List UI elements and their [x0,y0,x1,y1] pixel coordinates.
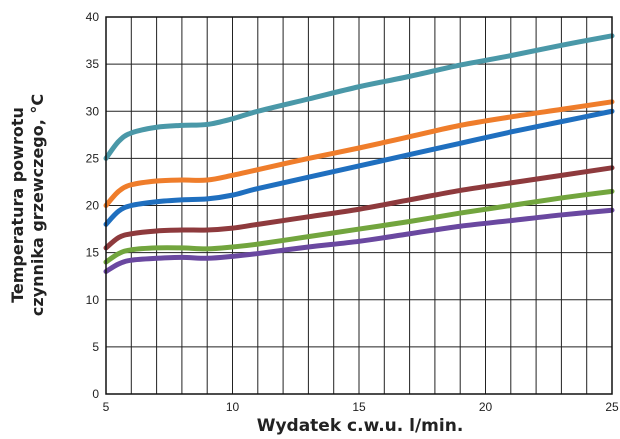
series-line-5 [103,188,615,265]
y-tick-label: 30 [86,104,100,118]
y-tick-label: 20 [86,199,100,213]
y-tick-labels: 0 5 10 15 20 25 30 35 40 [86,10,100,401]
y-tick-label: 35 [86,57,100,71]
y-tick-label: 0 [92,387,99,401]
y-tick-label: 40 [86,10,100,24]
x-tick-label: 5 [103,400,110,414]
x-tick-label: 15 [352,400,366,414]
x-tick-label: 10 [226,400,240,414]
y-tick-label: 25 [86,151,100,165]
series-lines [103,33,615,274]
y-axis-title-line2: czynnika grzewczego, °C [28,94,47,316]
plot-border [105,16,613,395]
series-line-3 [103,108,615,227]
y-tick-label: 10 [86,293,100,307]
y-tick-label: 15 [86,246,100,260]
x-tick-labels: 5 10 15 20 25 [103,400,619,414]
plot-frame [105,16,613,395]
y-tick-label: 5 [92,340,99,354]
series-line-1 [103,33,615,161]
y-axis-title-line1: Temperatura powrotu [8,107,27,303]
series-line-2 [103,99,615,208]
gridlines [105,16,613,395]
x-tick-label: 20 [479,400,493,414]
series-line-6 [103,207,615,274]
x-axis-title: Wydatek c.w.u. l/min. [257,416,464,436]
x-tick-label: 25 [605,400,619,414]
series-line-4 [103,165,615,251]
